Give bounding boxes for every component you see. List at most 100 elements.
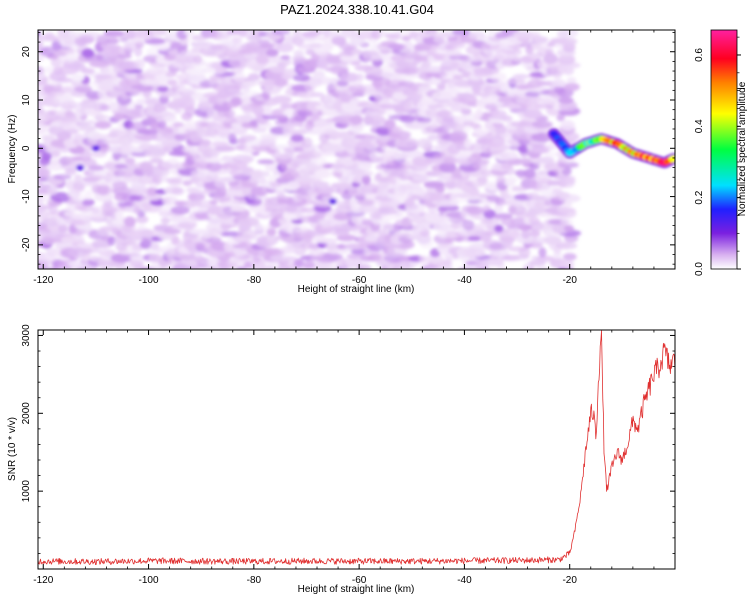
heatmap-cell xyxy=(172,122,184,128)
heatmap-cell xyxy=(566,77,577,84)
heatmap-cell xyxy=(399,114,416,123)
heatmap-cell xyxy=(308,248,326,257)
heatmap-cell xyxy=(486,194,500,202)
heatmap-cell xyxy=(467,235,483,241)
heatmap-cell xyxy=(562,201,573,208)
heatmap-cell xyxy=(491,110,507,117)
heatmap-cell xyxy=(271,95,292,104)
colorbar-tick-label: 0.4 xyxy=(694,119,705,133)
heatmap-cell xyxy=(164,115,178,123)
snr-y-label: SNR (10 * v/v) xyxy=(7,417,18,481)
heatmap-cell xyxy=(377,229,389,237)
heatmap-cell xyxy=(476,176,488,184)
heatmap-cell xyxy=(556,37,578,46)
heatmap-cell xyxy=(253,252,262,264)
heatmap-cell xyxy=(305,49,316,56)
heatmap-cell xyxy=(292,30,302,38)
heatmap-cell xyxy=(490,72,507,82)
heatmap-cell xyxy=(405,121,426,130)
heatmap-cell xyxy=(449,130,468,142)
heatmap-cell xyxy=(235,265,247,269)
y-tick-label: 1000 xyxy=(21,480,32,503)
heatmap-cell xyxy=(150,242,160,251)
heatmap-cell xyxy=(466,205,484,215)
heatmap-cell xyxy=(239,240,254,251)
heatmap-cell xyxy=(528,259,546,267)
heatmap-cell xyxy=(190,91,205,101)
heatmap-cell xyxy=(247,195,269,201)
heatmap-cell xyxy=(188,188,202,194)
heatmap-cell xyxy=(529,31,541,40)
colorbar-tick-label: 0.0 xyxy=(694,262,705,276)
heatmap-cell xyxy=(562,66,575,76)
heatmap-cell xyxy=(239,30,255,38)
heatmap-cell xyxy=(518,247,531,258)
heatmap-cell xyxy=(416,138,433,149)
heatmap-cell xyxy=(211,141,229,147)
heatmap-cell xyxy=(500,151,519,162)
heatmap-cell xyxy=(187,192,206,202)
heatmap-cell xyxy=(139,161,153,172)
heatmap-cell xyxy=(395,60,418,69)
heatmap-cell xyxy=(206,108,220,120)
heatmap-cell xyxy=(445,49,462,57)
heatmap-cell xyxy=(230,205,247,212)
heatmap-cell xyxy=(523,168,536,179)
heatmap-cell xyxy=(336,80,349,87)
heatmap-cell xyxy=(552,187,563,196)
x-tick-label: -40 xyxy=(457,575,472,586)
heatmap-cell xyxy=(433,35,446,44)
heatmap-cell xyxy=(47,109,59,115)
heatmap-cell xyxy=(437,176,448,183)
heatmap-cell xyxy=(464,247,486,258)
heatmap-cell xyxy=(169,215,190,224)
heatmap-cell xyxy=(160,217,171,225)
colorbar-tick-label: 0.2 xyxy=(694,190,705,204)
heatmap-cell xyxy=(124,157,136,165)
heatmap-cell xyxy=(94,120,112,130)
heatmap-cell xyxy=(357,170,374,177)
heatmap-cell xyxy=(241,90,260,98)
heatmap-cell xyxy=(274,189,285,195)
spectrogram-frame xyxy=(37,29,676,270)
heatmap-cell xyxy=(543,53,558,65)
heatmap-cell xyxy=(252,127,267,133)
heatmap-cell xyxy=(101,206,121,212)
heatmap-cell xyxy=(129,259,144,268)
heatmap-cell xyxy=(562,30,579,38)
heatmap-cell xyxy=(153,224,172,232)
heatmap-cell xyxy=(469,122,479,129)
heatmap-cell xyxy=(475,108,484,119)
x-tick-label: -100 xyxy=(139,575,159,586)
heatmap-cell xyxy=(250,169,265,179)
x-tick-label: -80 xyxy=(247,275,262,286)
heatmap-cell xyxy=(513,30,534,39)
heatmap-cell xyxy=(359,49,380,57)
heatmap-cell xyxy=(98,114,110,121)
x-tick-label: -20 xyxy=(562,275,577,286)
heatmap-cell xyxy=(447,86,465,92)
heatmap-cell xyxy=(394,30,403,36)
heatmap-cell xyxy=(179,50,196,57)
heatmap-cell xyxy=(45,248,60,256)
heatmap-cell xyxy=(88,255,100,262)
heatmap-cell xyxy=(444,257,453,269)
heatmap-cell xyxy=(328,31,341,38)
heatmap-cell xyxy=(176,74,187,81)
heatmap-cell xyxy=(64,30,76,39)
heatmap-cell xyxy=(523,108,542,120)
heatmap-cell xyxy=(543,236,562,245)
heatmap-cell xyxy=(131,200,152,208)
heatmap-cell xyxy=(38,30,41,37)
heatmap-cell xyxy=(339,43,358,51)
heatmap-cell xyxy=(65,204,78,213)
heatmap-cell xyxy=(62,128,79,135)
heatmap-cell xyxy=(504,176,518,184)
y-tick-label: -20 xyxy=(21,237,32,252)
heatmap-cell xyxy=(364,65,383,76)
heatmap-cell xyxy=(509,217,529,227)
heatmap-cell xyxy=(77,243,96,249)
heatmap-cell xyxy=(558,54,576,65)
heatmap-cell xyxy=(401,35,411,42)
